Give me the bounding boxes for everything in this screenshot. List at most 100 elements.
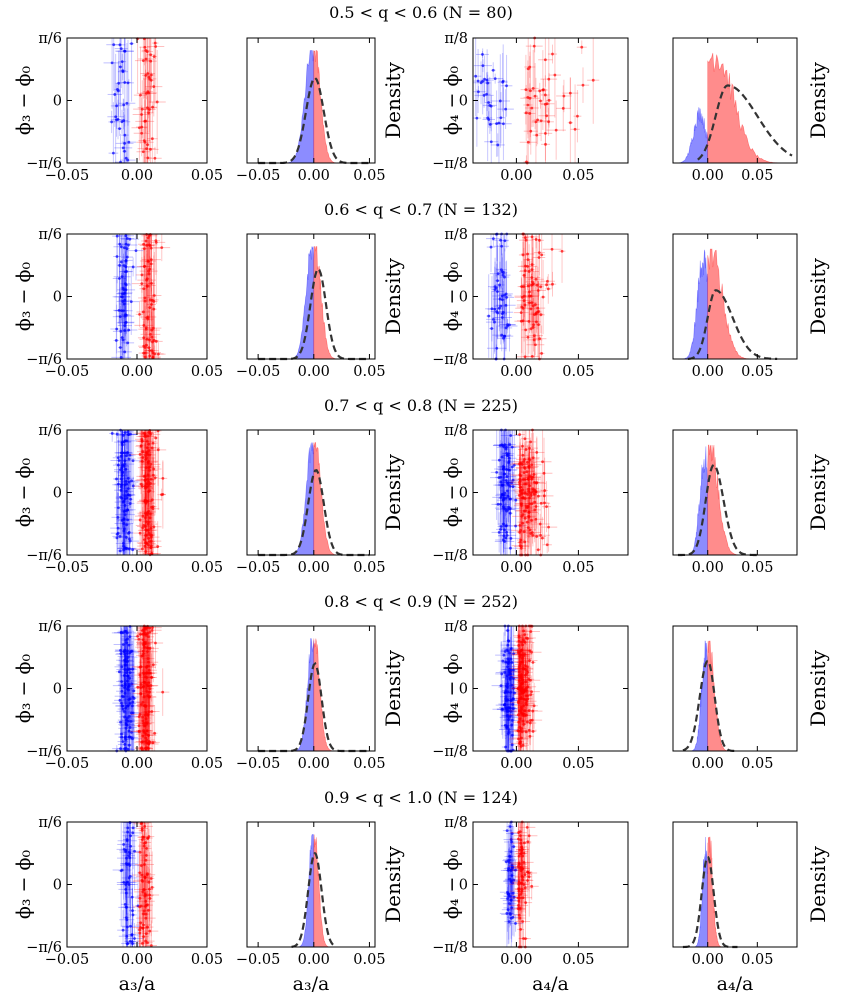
data-point xyxy=(144,454,148,458)
data-point xyxy=(529,307,533,311)
data-point xyxy=(126,830,130,834)
phi3-x-ticklabel: −0.05 xyxy=(45,560,89,576)
data-point xyxy=(537,251,541,255)
data-point xyxy=(505,829,509,833)
data-point xyxy=(122,709,126,713)
data-point xyxy=(138,713,142,716)
data-point xyxy=(497,458,501,462)
data-point xyxy=(512,686,515,690)
data-point xyxy=(490,307,494,311)
data-point xyxy=(505,475,509,478)
data-point xyxy=(119,295,123,299)
data-point xyxy=(127,433,130,436)
phi4-axes-frame xyxy=(472,625,629,752)
data-point xyxy=(517,720,521,724)
a3h-x-ticklabel: 0.05 xyxy=(353,364,385,380)
data-point xyxy=(531,661,535,664)
data-point xyxy=(144,550,148,553)
data-point xyxy=(509,434,513,437)
data-point xyxy=(137,715,141,719)
data-point xyxy=(148,512,152,516)
data-point xyxy=(150,446,154,450)
data-point xyxy=(119,485,123,489)
data-point xyxy=(122,544,125,548)
data-point xyxy=(144,841,148,844)
data-point xyxy=(496,279,499,283)
hist-positive xyxy=(313,638,345,752)
data-point xyxy=(507,732,510,736)
data-point xyxy=(497,306,501,310)
data-point xyxy=(506,897,509,900)
a3h-x-ticklabel: 0.05 xyxy=(353,168,385,184)
data-point xyxy=(115,255,119,258)
data-point xyxy=(147,338,151,342)
data-point xyxy=(151,741,155,745)
data-point xyxy=(507,481,510,485)
data-point xyxy=(522,722,526,726)
data-point xyxy=(510,481,513,485)
a4-hist-frame xyxy=(672,625,798,752)
data-point xyxy=(146,143,149,147)
data-point xyxy=(509,698,513,702)
fit-curve xyxy=(677,463,758,557)
data-point xyxy=(568,121,572,125)
data-point xyxy=(524,328,528,332)
data-point xyxy=(501,538,505,542)
data-point xyxy=(519,736,523,740)
data-point xyxy=(142,863,146,866)
data-point xyxy=(516,729,520,733)
data-point xyxy=(489,140,493,144)
data-point xyxy=(139,904,143,908)
data-point xyxy=(126,518,130,522)
data-point xyxy=(493,307,497,311)
data-point xyxy=(528,496,532,500)
data-point xyxy=(129,497,132,501)
data-point xyxy=(146,657,150,660)
hist-positive xyxy=(313,246,351,360)
data-point xyxy=(123,715,127,719)
data-point xyxy=(122,246,126,250)
density-label: Density xyxy=(381,61,405,138)
data-point xyxy=(122,292,126,296)
data-point xyxy=(527,709,531,712)
data-point xyxy=(124,156,128,160)
data-point xyxy=(121,740,125,743)
data-point xyxy=(501,80,505,84)
a4h-x-ticklabel: 0.05 xyxy=(741,560,773,576)
data-point xyxy=(509,838,513,841)
a3h-x-ticklabel: 0.00 xyxy=(298,168,330,184)
data-point xyxy=(529,630,533,633)
data-point xyxy=(501,708,505,711)
data-point xyxy=(530,518,533,522)
data-point xyxy=(485,92,488,96)
data-point xyxy=(508,854,511,858)
data-point xyxy=(523,709,527,713)
data-point xyxy=(140,873,144,877)
data-point xyxy=(149,539,153,543)
phi3-x-ticklabel: 0.05 xyxy=(191,560,223,576)
data-point xyxy=(120,275,124,279)
data-point xyxy=(509,710,513,713)
data-point xyxy=(123,451,127,455)
data-point xyxy=(535,283,539,287)
data-point xyxy=(140,838,144,841)
data-point xyxy=(145,106,149,110)
data-point xyxy=(147,480,150,484)
data-point xyxy=(123,743,127,746)
data-point xyxy=(512,463,516,467)
data-point xyxy=(527,465,531,468)
data-point xyxy=(521,478,525,481)
data-point xyxy=(506,649,510,653)
data-point xyxy=(144,916,148,920)
data-point xyxy=(509,657,513,661)
data-point xyxy=(532,472,536,476)
data-point xyxy=(518,490,522,493)
data-point xyxy=(521,491,524,495)
data-point xyxy=(517,670,521,674)
data-point xyxy=(529,494,533,497)
data-point xyxy=(496,272,500,276)
data-point xyxy=(523,466,527,470)
data-point xyxy=(520,675,524,679)
data-point xyxy=(144,458,148,461)
phi3-scatter-panel: π/6 0 −π/6−0.05 0.00 0.05 ϕ₃ − ϕ₀ xyxy=(13,423,223,576)
